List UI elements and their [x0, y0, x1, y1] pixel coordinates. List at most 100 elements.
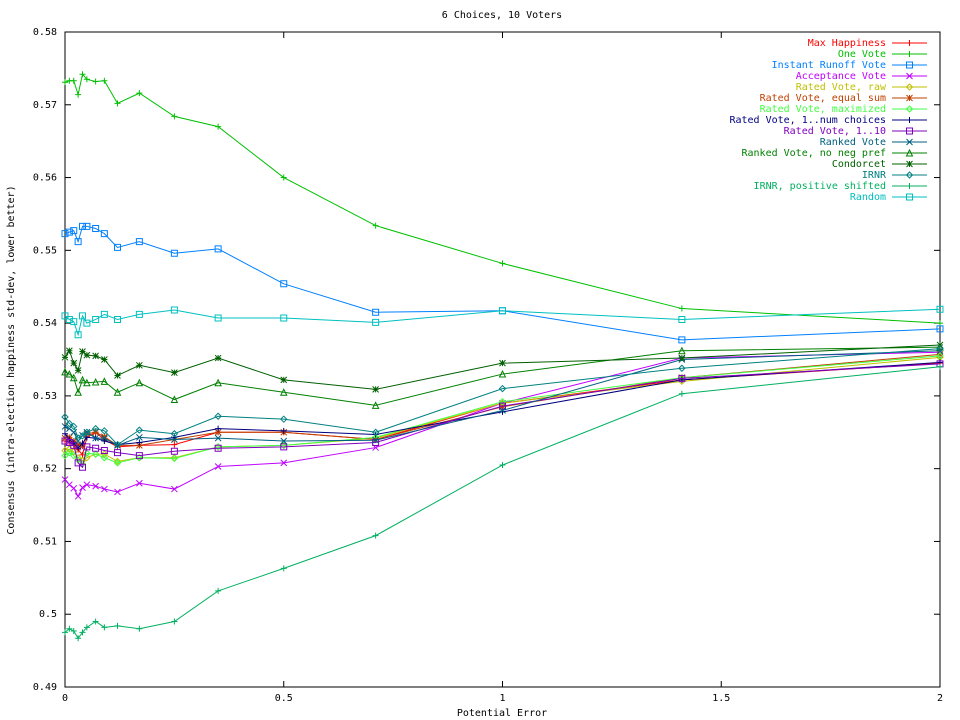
legend-marker — [906, 138, 913, 146]
legend-label: Condorcet — [832, 159, 886, 170]
data-point — [65, 369, 74, 378]
data-point — [70, 627, 77, 634]
data-point — [936, 352, 944, 360]
data-point — [100, 454, 109, 462]
series-line — [64, 308, 941, 337]
data-point — [171, 485, 178, 493]
legend-marker — [906, 160, 913, 168]
data-point — [70, 428, 78, 436]
series-irnr-positive-shifted — [62, 363, 943, 642]
y-tick-label: 0.56 — [33, 173, 57, 184]
x-tick-label: 0 — [62, 693, 68, 704]
y-tick-label: 0.58 — [33, 27, 57, 38]
legend-label: Rated Vote, equal sum — [760, 93, 886, 104]
data-point — [170, 306, 178, 314]
data-point — [113, 457, 122, 466]
data-point — [78, 432, 87, 440]
data-point — [678, 374, 686, 382]
data-point — [61, 476, 69, 483]
data-point — [135, 454, 144, 462]
data-point — [678, 354, 686, 362]
data-point — [61, 451, 69, 460]
data-point — [214, 434, 222, 442]
y-tick-label: 0.53 — [33, 391, 57, 402]
data-point — [170, 249, 178, 257]
legend-item: Ranked Vote — [820, 137, 927, 148]
data-point — [214, 428, 222, 436]
data-point — [113, 440, 122, 449]
legend-marker — [906, 40, 913, 46]
series-acceptance-vote — [61, 348, 944, 500]
x-tick-label: 0.5 — [275, 693, 293, 704]
data-point — [135, 378, 144, 387]
data-point — [280, 314, 288, 322]
data-point — [74, 492, 82, 500]
data-point — [499, 407, 506, 414]
data-point — [66, 481, 73, 489]
data-point — [91, 377, 100, 386]
data-point — [678, 315, 686, 323]
data-point — [114, 100, 121, 107]
data-point — [79, 629, 86, 636]
data-point — [214, 443, 222, 451]
legend-marker — [906, 61, 913, 69]
data-point — [79, 484, 86, 491]
data-point — [70, 359, 78, 367]
y-tick-label: 0.55 — [33, 245, 57, 256]
data-point — [91, 424, 100, 433]
chart-title: 6 Choices, 10 Voters — [442, 10, 562, 21]
data-point — [113, 388, 122, 396]
data-point — [101, 438, 108, 445]
legend-marker — [905, 148, 914, 157]
data-point — [114, 622, 121, 629]
y-axis: 0.49 0.5 0.51 0.52 0.53 0.54 0.55 0.56 0.57 0.58 — [33, 27, 940, 693]
data-point — [170, 395, 179, 404]
data-point — [678, 346, 686, 355]
legend-marker — [906, 193, 913, 201]
data-point — [371, 428, 380, 436]
data-point — [66, 347, 73, 355]
data-point — [214, 378, 222, 387]
data-point — [78, 375, 87, 384]
data-point — [372, 532, 379, 539]
data-point — [136, 361, 143, 369]
data-point — [92, 434, 99, 442]
data-point — [170, 430, 179, 438]
legend-item: Acceptance Vote — [796, 71, 927, 82]
data-point — [678, 364, 686, 372]
data-point — [279, 388, 288, 396]
data-point — [499, 359, 506, 367]
data-point — [136, 90, 143, 97]
data-point — [65, 419, 74, 428]
data-point — [92, 225, 100, 232]
data-point — [136, 625, 143, 632]
data-point — [280, 174, 287, 181]
data-point — [69, 373, 78, 382]
data-point — [101, 77, 108, 84]
data-point — [100, 427, 109, 435]
data-point — [135, 426, 144, 434]
data-point — [75, 91, 82, 98]
data-point — [65, 438, 73, 446]
legend-item: Max Happiness — [808, 38, 927, 49]
data-point — [83, 351, 91, 359]
data-point — [114, 449, 121, 457]
legend-label: Rated Vote, 1..10 — [784, 126, 886, 137]
legend-item: IRNR, positive shifted — [754, 181, 927, 192]
data-point — [936, 325, 944, 333]
data-point — [280, 280, 288, 288]
data-point — [74, 388, 82, 396]
legend-marker — [906, 94, 913, 102]
data-point — [91, 450, 100, 458]
data-point — [372, 436, 379, 444]
data-point — [678, 390, 685, 397]
data-point — [70, 441, 78, 449]
data-point — [101, 485, 108, 493]
data-point — [171, 441, 178, 448]
data-point — [114, 372, 121, 379]
legend-label: Rated Vote, raw — [796, 82, 887, 93]
legend-label: IRNR, positive shifted — [754, 181, 886, 192]
data-point — [280, 376, 288, 384]
y-tick-label: 0.54 — [33, 318, 57, 329]
legend-item: Condorcet — [832, 159, 927, 170]
